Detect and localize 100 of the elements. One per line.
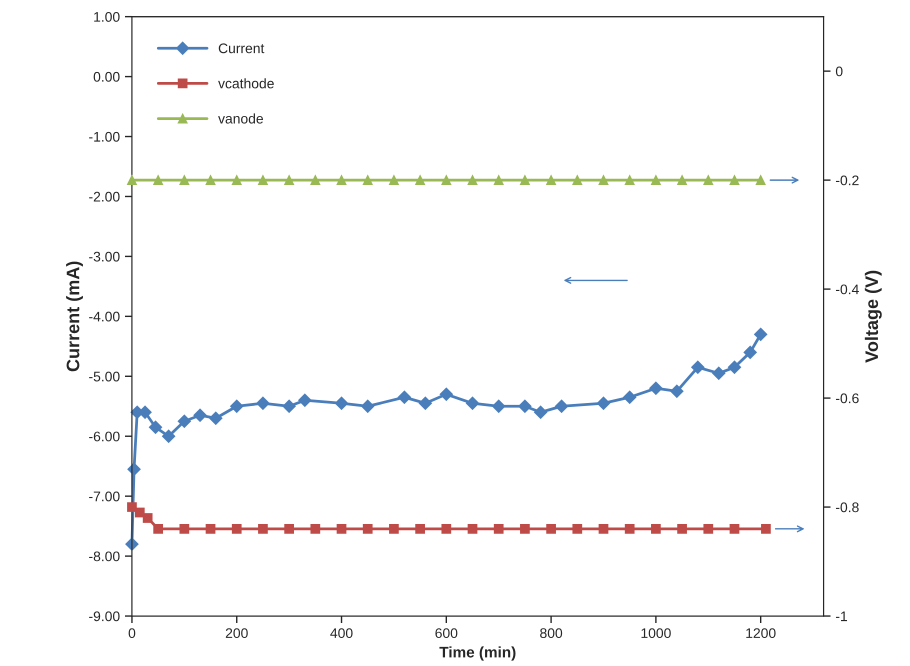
y-tick-label: 1.00: [94, 12, 120, 22]
point: [518, 400, 532, 413]
x-tick-label: 800: [540, 628, 562, 638]
point: [554, 400, 568, 413]
point: [162, 430, 176, 443]
y2-tick-label: -0.8: [836, 502, 859, 512]
point: [362, 175, 373, 185]
point: [598, 175, 608, 185]
point: [398, 390, 411, 404]
point: [127, 502, 137, 512]
point: [546, 524, 556, 534]
point: [691, 360, 704, 374]
x-tick-label: 0: [128, 628, 136, 638]
y-tick-label: -5.00: [89, 372, 120, 382]
point: [284, 524, 294, 534]
point: [728, 360, 742, 374]
point: [153, 175, 164, 185]
point: [703, 175, 714, 185]
legend-label: vanode: [218, 113, 264, 124]
point: [468, 524, 478, 534]
point: [761, 524, 771, 534]
point: [193, 408, 207, 422]
y2-tick-label: -0.2: [836, 175, 859, 186]
point: [232, 175, 242, 185]
point: [670, 384, 684, 398]
x-axis-title: Time (min): [439, 646, 516, 661]
point: [389, 175, 399, 185]
point: [534, 406, 548, 419]
point: [494, 524, 504, 534]
point: [466, 396, 480, 410]
y-tick-label: 0.00: [94, 72, 120, 82]
y2-tick-label: -1: [836, 612, 848, 622]
y-tick-label: -3.00: [89, 252, 120, 262]
y2-tick-label: -0.6: [836, 393, 859, 404]
x-tick-label: 400: [330, 628, 353, 638]
x-tick-label: 1000: [642, 628, 671, 638]
point: [744, 346, 757, 359]
point: [232, 524, 242, 534]
point: [677, 524, 687, 534]
y-tick-label: -9.00: [89, 611, 120, 622]
point: [730, 175, 740, 185]
y2-axis-title: Voltage (V): [864, 270, 882, 363]
x-tick-label: 1200: [746, 628, 776, 638]
point: [258, 524, 268, 534]
point: [546, 175, 556, 185]
point: [572, 175, 582, 185]
point: [598, 524, 608, 534]
point: [206, 175, 216, 185]
point: [230, 400, 244, 413]
point: [649, 382, 662, 395]
y-tick-label: -2.00: [89, 192, 120, 202]
point: [440, 388, 453, 401]
point: [623, 390, 636, 404]
point: [179, 175, 190, 185]
y2-tick-label: -0.4: [836, 284, 859, 294]
y2-tick-label: 0: [836, 66, 843, 76]
point: [179, 524, 190, 534]
point: [127, 462, 141, 476]
point: [624, 175, 635, 185]
point: [153, 524, 164, 534]
point: [572, 524, 582, 534]
point: [134, 508, 145, 518]
point: [651, 175, 661, 185]
point: [334, 396, 348, 410]
y-tick-label: -4.00: [89, 312, 120, 322]
point: [494, 175, 504, 185]
point: [677, 175, 687, 185]
point: [178, 414, 191, 428]
point: [258, 175, 268, 185]
point: [730, 524, 740, 534]
point: [418, 396, 432, 410]
point: [712, 366, 726, 380]
point: [441, 524, 452, 534]
y-tick-label: -6.00: [89, 432, 120, 442]
point: [206, 524, 216, 534]
point: [336, 175, 346, 185]
y-tick-label: -1.00: [89, 132, 120, 142]
point: [492, 400, 506, 413]
point: [520, 524, 530, 534]
x-tick-label: 200: [226, 628, 248, 638]
y-axis-title: Current (mA): [66, 262, 83, 372]
point: [596, 396, 610, 410]
point: [415, 175, 425, 185]
point: [703, 524, 714, 534]
point: [209, 412, 222, 425]
point: [310, 175, 320, 185]
x-tick-label: 600: [435, 628, 458, 638]
point: [127, 175, 137, 185]
point: [754, 328, 768, 341]
point: [415, 524, 425, 534]
point: [441, 175, 452, 185]
point: [389, 524, 399, 534]
point: [310, 524, 320, 534]
point: [361, 400, 374, 413]
y-tick-label: -8.00: [89, 551, 120, 562]
point: [282, 400, 296, 413]
y-tick-label: -7.00: [89, 492, 120, 502]
point: [256, 396, 270, 410]
point: [284, 175, 294, 185]
legend-label: Current: [218, 43, 264, 54]
